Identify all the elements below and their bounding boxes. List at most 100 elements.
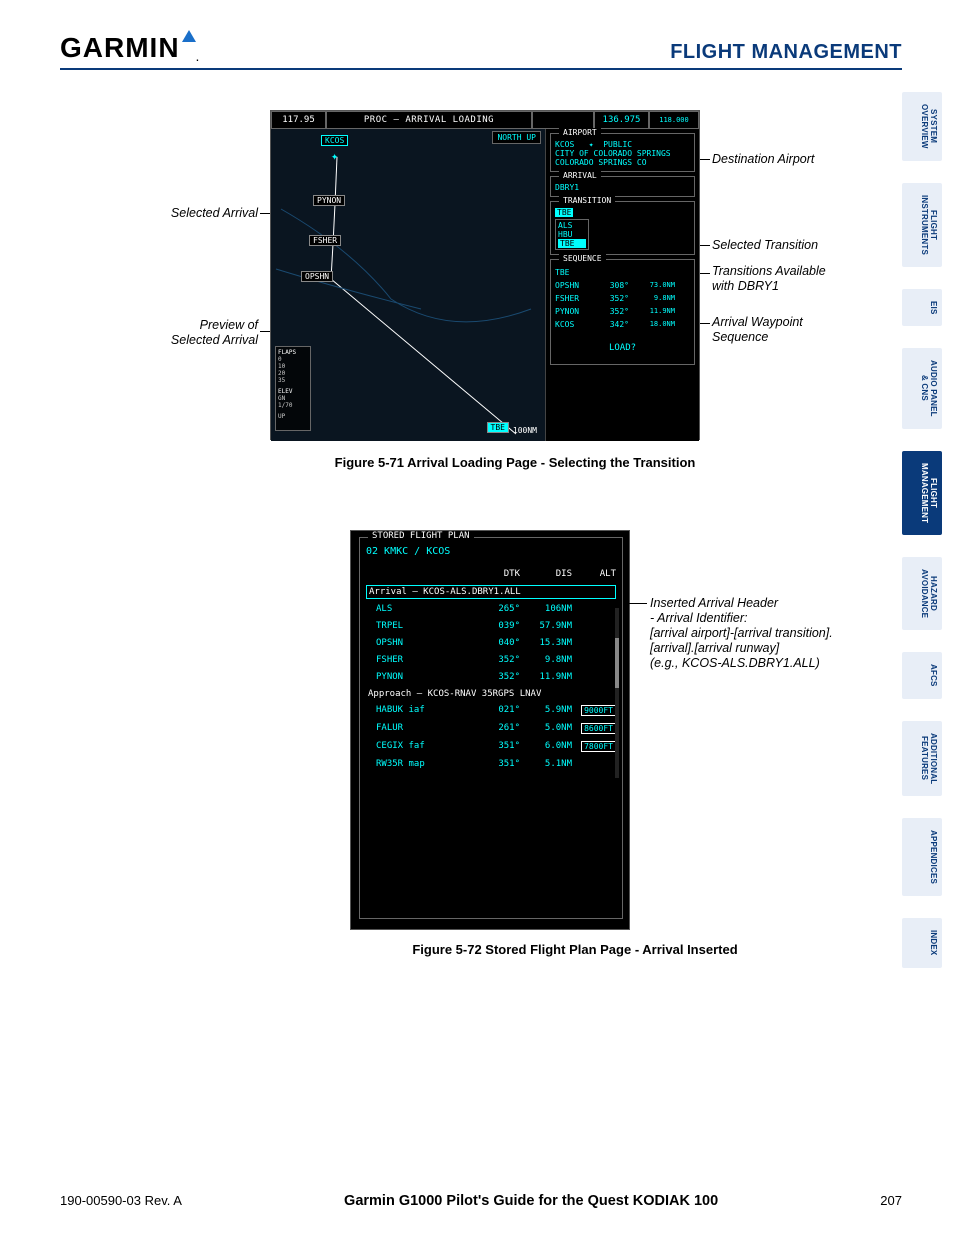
side-tab[interactable]: SYSTEM OVERVIEW — [902, 92, 942, 161]
callout-line — [625, 603, 647, 604]
trans-opt[interactable]: TBE — [558, 239, 586, 248]
nav-freq: 117.95 — [271, 111, 326, 129]
sequence-row: PYNON352°11.9NM — [555, 305, 690, 318]
callout-dest-airport: Destination Airport — [712, 152, 814, 167]
airport-group: AIRPORT KCOS ✦ PUBLIC CITY OF COLORADO S… — [550, 133, 695, 172]
garmin-logo: GARMIN . — [60, 30, 199, 64]
side-tab[interactable]: HAZARD AVOIDANCE — [902, 557, 942, 630]
mfd-screen: 117.95 PROC – ARRIVAL LOADING 136.975 11… — [270, 110, 700, 440]
fpl-row: HABUK iaf021°5.9NM9000FT — [366, 702, 616, 720]
callout-preview-2: Selected Arrival — [148, 333, 258, 348]
callout-trans-avail-1: Transitions Available — [712, 264, 826, 279]
north-up-label: NORTH UP — [492, 131, 541, 144]
page-title: PROC – ARRIVAL LOADING — [326, 111, 532, 129]
stored-fpl-group: STORED FLIGHT PLAN 02 KMKC / KCOS DTK DI… — [359, 537, 623, 919]
wpt-pynon: PYNON — [313, 195, 345, 206]
fig1-caption: Figure 5-71 Arrival Loading Page - Selec… — [150, 455, 880, 470]
side-tab[interactable]: AFCS — [902, 652, 942, 699]
callout-trans-avail-2: with DBRY1 — [712, 279, 779, 294]
doc-rev: 190-00590-03 Rev. A — [60, 1193, 182, 1208]
fpl-row: OPSHN040°15.3NM — [366, 635, 616, 652]
group-title: SEQUENCE — [559, 254, 606, 263]
airport-loc: COLORADO SPRINGS CO — [555, 158, 690, 167]
sequence-row: OPSHN308°73.0NM — [555, 279, 690, 292]
fig2-caption: Figure 5-72 Stored Flight Plan Page - Ar… — [260, 942, 890, 957]
arrival-group: ARRIVAL DBRY1 — [550, 176, 695, 197]
group-title: STORED FLIGHT PLAN — [368, 531, 474, 541]
side-tab[interactable]: FLIGHT MANAGEMENT — [902, 451, 942, 535]
callout-inserted-header-4: [arrival].[arrival runway] — [650, 641, 779, 656]
figure-5-71: Selected Arrival Preview of Selected Arr… — [150, 110, 880, 470]
callout-inserted-header-3: [arrival airport]-[arrival transition]. — [650, 626, 833, 641]
sequence-row: FSHER352°9.8NM — [555, 292, 690, 305]
logo-text: GARMIN — [60, 32, 180, 64]
approach-rows: HABUK iaf021°5.9NM9000FTFALUR261°5.0NM86… — [366, 702, 616, 773]
side-tab[interactable]: INDEX — [902, 918, 942, 967]
fpl-row: CEGIX faf351°6.0NM7800FT — [366, 738, 616, 756]
callout-sel-transition: Selected Transition — [712, 238, 818, 253]
callout-inserted-header-5: (e.g., KCOS-ALS.DBRY1.ALL) — [650, 656, 820, 671]
flaps-elev-box: FLAPS 0 10 20 35 ELEV GN 1/70 UP — [275, 346, 311, 431]
arrival-rows: ALS265°106NMTRPEL039°57.9NMOPSHN040°15.3… — [366, 601, 616, 686]
flight-plan-screen: STORED FLIGHT PLAN 02 KMKC / KCOS DTK DI… — [350, 530, 630, 930]
transition-selected[interactable]: TBE — [555, 208, 573, 217]
map-scale: 100NM — [513, 426, 537, 435]
callout-arr-wpt-1: Arrival Waypoint — [712, 315, 803, 330]
section-title: FLIGHT MANAGEMENT — [670, 41, 902, 64]
fpl-row: FSHER352°9.8NM — [366, 652, 616, 669]
wpt-opshn: OPSHN — [301, 271, 333, 282]
route-lines — [271, 129, 546, 441]
callout-preview-1: Preview of — [148, 318, 258, 333]
fpl-row: ALS265°106NM — [366, 601, 616, 618]
page-header: GARMIN . FLIGHT MANAGEMENT — [60, 20, 902, 70]
fpl-header: 02 KMKC / KCOS — [366, 546, 616, 557]
sequence-row: KCOS342°18.0NM — [555, 318, 690, 331]
group-title: AIRPORT — [559, 128, 601, 137]
page-number: 207 — [880, 1193, 902, 1208]
trans-opt[interactable]: ALS — [558, 221, 586, 230]
group-title: ARRIVAL — [559, 171, 601, 180]
sequence-row: TBE — [555, 266, 690, 279]
callout-inserted-header-2: - Arrival Identifier: — [650, 611, 747, 626]
fpl-row: FALUR261°5.0NM8600FT — [366, 720, 616, 738]
callout-selected-arrival: Selected Arrival — [148, 206, 258, 221]
com-active: 136.975 — [594, 111, 649, 129]
transition-list: ALS HBU TBE — [555, 219, 589, 250]
figure-5-72: STORED FLIGHT PLAN 02 KMKC / KCOS DTK DI… — [350, 530, 890, 950]
sequence-group: SEQUENCE TBEOPSHN308°73.0NMFSHER352°9.8N… — [550, 259, 695, 365]
fpl-col-headers: DTK DIS ALT — [366, 569, 616, 579]
approach-header-row: Approach – KCOS-RNAV 35RGPS LNAV — [366, 688, 616, 700]
transition-group: TRANSITION TBE ALS HBU TBE — [550, 201, 695, 255]
mfd-topbar: 117.95 PROC – ARRIVAL LOADING 136.975 11… — [271, 111, 699, 129]
map-pane: NORTH UP KCOS ✦ PYNON FSHER OPSHN TBE FL — [271, 129, 546, 441]
callout-inserted-header-1: Inserted Arrival Header — [650, 596, 778, 611]
airport-city: CITY OF COLORADO SPRINGS — [555, 149, 690, 158]
side-pane: AIRPORT KCOS ✦ PUBLIC CITY OF COLORADO S… — [546, 129, 699, 441]
callout-arr-wpt-2: Sequence — [712, 330, 768, 345]
fpl-row: PYNON352°11.9NM — [366, 669, 616, 686]
wpt-fsher: FSHER — [309, 235, 341, 246]
fpl-row: TRPEL039°57.9NM — [366, 618, 616, 635]
side-tabs: SYSTEM OVERVIEW FLIGHT INSTRUMENTS EIS AUDI… — [902, 92, 942, 968]
airport-icon: ✦ — [331, 149, 338, 163]
side-tab[interactable]: AUDIO PANEL & CNS — [902, 348, 942, 429]
arrival-value: DBRY1 — [555, 183, 690, 192]
arrival-header-row[interactable]: Arrival – KCOS-ALS.DBRY1.ALL — [366, 585, 616, 599]
fpl-row: RW35R map351°5.1NM — [366, 756, 616, 773]
load-button[interactable]: LOAD? — [555, 343, 690, 353]
side-tab[interactable]: APPENDICES — [902, 818, 942, 896]
wpt-tbe: TBE — [487, 422, 509, 433]
side-tab[interactable]: EIS — [902, 289, 942, 327]
side-tab[interactable]: FLIGHT INSTRUMENTS — [902, 183, 942, 267]
trans-opt[interactable]: HBU — [558, 230, 586, 239]
sequence-rows: TBEOPSHN308°73.0NMFSHER352°9.8NMPYNON352… — [555, 266, 690, 331]
logo-triangle-icon — [182, 30, 196, 42]
dest-box: KCOS — [321, 135, 348, 146]
group-title: TRANSITION — [559, 196, 615, 205]
scrollbar[interactable] — [615, 608, 619, 778]
com-standby: 118.000 COM2 — [649, 111, 699, 129]
page-footer: 190-00590-03 Rev. A Garmin G1000 Pilot's… — [60, 1193, 902, 1209]
north-up — [532, 111, 594, 129]
doc-title: Garmin G1000 Pilot's Guide for the Quest… — [344, 1193, 718, 1209]
side-tab[interactable]: ADDITIONAL FEATURES — [902, 721, 942, 796]
